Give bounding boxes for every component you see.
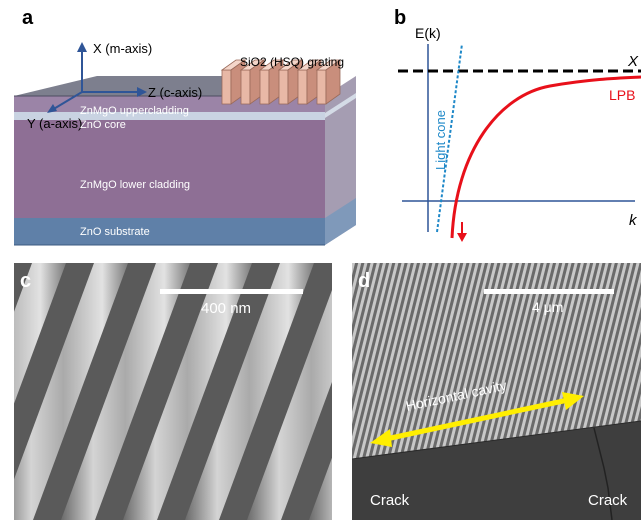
z-axis-label: Z (c-axis) — [148, 85, 202, 100]
panel-label-a: a — [22, 7, 34, 29]
sem-image-grating: 400 nm — [14, 263, 332, 520]
layer-label-uppercladding: ZnMgO uppercladding — [80, 105, 189, 117]
coordinate-axes — [47, 42, 147, 113]
scale-bar — [484, 289, 614, 294]
grating-bar — [259, 69, 270, 105]
x-axis-label: X (m-axis) — [93, 41, 152, 56]
lpb-label: LPB — [609, 87, 635, 103]
grating-bar — [278, 69, 289, 105]
dispersion-plot: E(k) X LPB k Light cone — [398, 25, 641, 242]
layer-label-lower-cladding: ZnMgO lower cladding — [80, 179, 190, 191]
grating-bar-side — [325, 59, 341, 105]
sem-image-cavity: 4 μm Horizontal cavity Crack Crack — [352, 263, 641, 520]
scale-bar-label: 400 nm — [201, 300, 251, 317]
side-face — [325, 76, 356, 245]
grating-ridges — [14, 263, 332, 520]
grating-ridge — [14, 263, 128, 520]
panel-c: 400 nm c — [14, 263, 332, 520]
grating — [220, 59, 342, 105]
crack-line — [593, 427, 613, 520]
grating-ridge — [14, 263, 66, 404]
side-face-substrate — [325, 198, 356, 245]
crack-label-right: Crack — [588, 492, 628, 509]
crack-region — [352, 421, 641, 520]
crack-label-left: Crack — [370, 492, 410, 509]
side-face-core — [325, 93, 356, 118]
panel-a: a X (m-axis) Z (c-axis) Y (a-axis) SiO2 … — [0, 0, 390, 255]
grating-bar — [240, 69, 251, 105]
panel-b: b E(k) X LPB k Light cone — [390, 0, 641, 255]
lpb-curve — [450, 75, 641, 239]
x-axis-title: k — [629, 212, 638, 229]
cavity-arrow — [370, 392, 584, 447]
scale-bar — [160, 289, 303, 294]
exciton-label: X — [627, 53, 639, 70]
layer-substrate — [14, 218, 325, 245]
y-axis-label: Y (a-axis) — [27, 116, 82, 131]
grating-ridge — [123, 263, 252, 520]
grating-ridge — [61, 263, 190, 520]
layer-lower-cladding — [14, 120, 325, 218]
layer-label-substrate: ZnO substrate — [80, 226, 150, 238]
grating-ridge — [185, 263, 314, 520]
scale-bar-label: 4 μm — [532, 299, 563, 315]
panel-label-d: d — [358, 270, 371, 292]
grating-bar — [316, 69, 327, 105]
grating-region — [352, 263, 641, 459]
grating-bar — [297, 69, 308, 105]
layer-label-core: ZnO core — [80, 119, 126, 131]
y-axis-title: E(k) — [415, 25, 441, 41]
panel-label-b: b — [394, 7, 407, 29]
panel-d: 4 μm Horizontal cavity Crack Crack d — [352, 263, 641, 520]
decay-arrow — [457, 222, 467, 242]
light-cone-label: Light cone — [433, 110, 448, 170]
device-schematic: X (m-axis) Z (c-axis) Y (a-axis) SiO2 (H… — [14, 41, 356, 246]
grating-bar — [221, 69, 232, 105]
light-cone-line — [436, 43, 463, 233]
grating-label: SiO2 (HSQ) grating — [240, 55, 344, 69]
layer-core — [14, 112, 325, 120]
panel-label-c: c — [20, 270, 32, 292]
